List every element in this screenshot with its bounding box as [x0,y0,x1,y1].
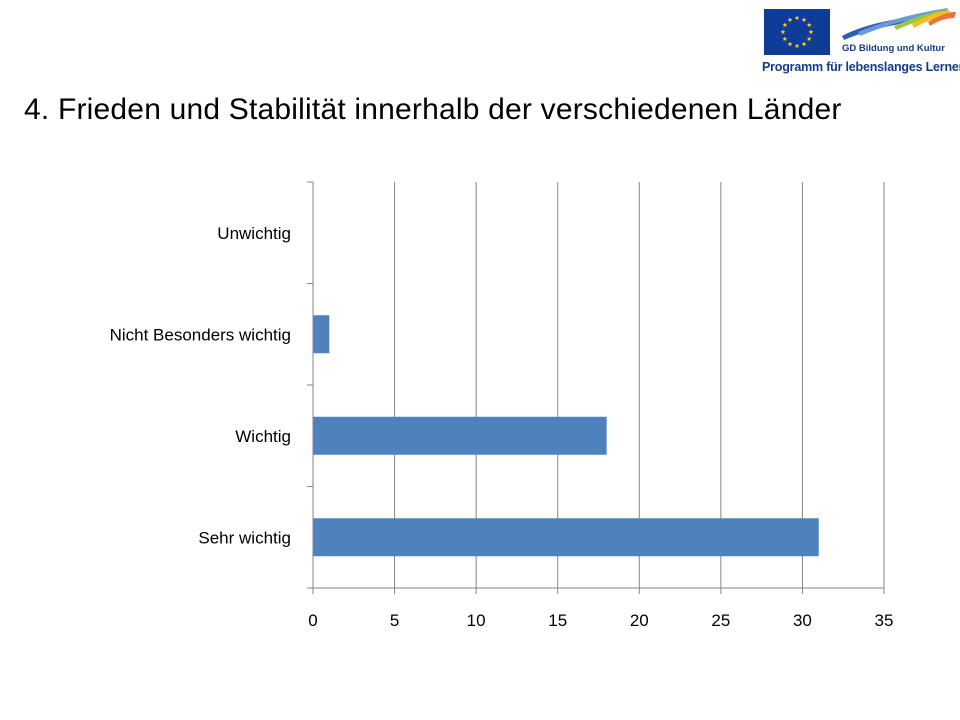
eu-star [801,41,807,47]
eu-star [808,29,814,35]
x-tick-label: 15 [548,611,567,630]
x-tick-label: 30 [793,611,812,630]
eu-star [806,36,812,42]
slide-title: 4. Frieden und Stabilität innerhalb der … [24,93,842,126]
x-tick-label: 0 [308,611,317,630]
eu-star [780,29,786,35]
logo-line-1: GD Bildung und Kultur [842,43,945,54]
x-tick-label: 25 [711,611,730,630]
wing-logo-icon [842,8,956,40]
category-label: Sehr wichtig [198,528,291,547]
x-tick-label: 35 [875,611,894,630]
eu-star [794,15,800,21]
x-tick-label: 20 [630,611,649,630]
bar [313,315,330,354]
x-tick-label: 5 [390,611,399,630]
eu-star [787,17,793,22]
category-label: Unwichtig [217,224,291,243]
eu-star [794,43,800,49]
logo-line-2: Programm für lebenslanges Lernen [762,60,960,74]
x-tick-label: 10 [467,611,486,630]
eu-flag-icon [764,9,830,55]
eu-star [801,17,807,22]
eu-star [806,22,812,28]
eu-star [782,22,788,28]
program-logo: GD Bildung und Kultur Programm für leben… [760,6,960,80]
eu-star [782,36,788,42]
bar [313,416,607,455]
category-label: Nicht Besonders wichtig [110,325,291,344]
eu-star [787,41,793,47]
bar [313,518,819,557]
category-label: Wichtig [235,427,291,446]
